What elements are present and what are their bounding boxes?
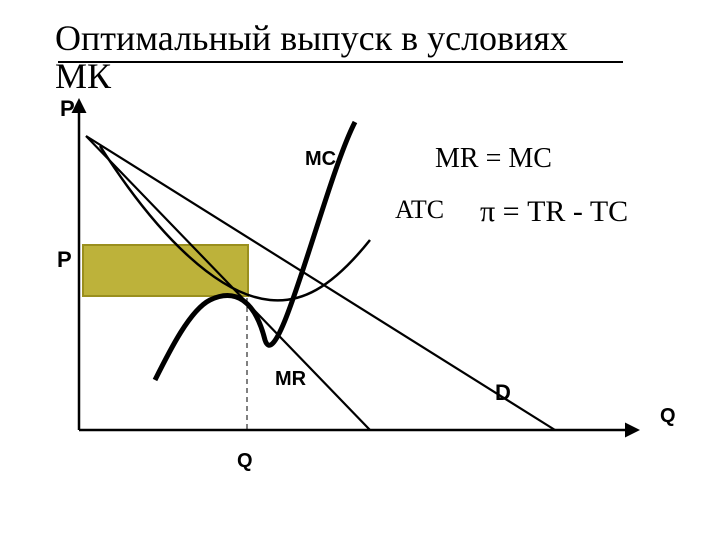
mc-label: MC <box>305 148 336 171</box>
profit-rectangle <box>83 245 248 296</box>
chart-svg <box>0 0 720 540</box>
equation-profit: π = TR - TC <box>480 195 628 229</box>
x-axis-label: Q <box>660 405 676 428</box>
mr-label: MR <box>275 368 306 391</box>
equation-mr-equals-mc: MR = MC <box>435 143 552 175</box>
q-reference-label: Q <box>237 450 253 473</box>
atc-label: ATC <box>395 195 444 225</box>
y-axis-label: P <box>60 96 75 122</box>
p-reference-label: P <box>57 247 72 273</box>
diagram-canvas: Оптимальный выпуск в условиях МК P Q P Q… <box>0 0 720 540</box>
d-label: D <box>495 380 511 406</box>
